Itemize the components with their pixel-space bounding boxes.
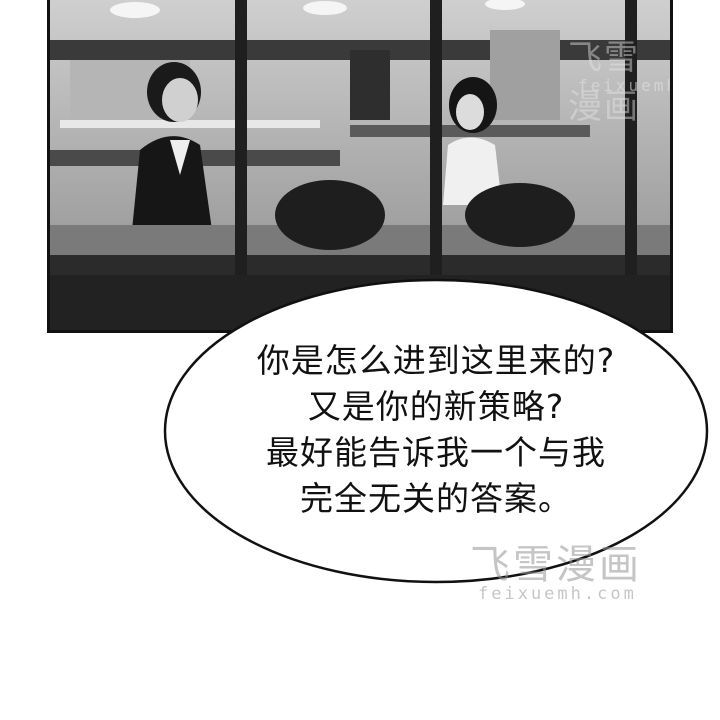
comic-panel-photo: 飞雪漫画 feixuemh.com [47, 0, 673, 333]
speech-line: 完全无关的答案。 [300, 479, 572, 518]
store-scene-image [50, 0, 670, 330]
speech-line: 你是怎么进到这里来的? [256, 341, 616, 380]
watermark-url-top: feixuemh.com [578, 76, 670, 95]
watermark-url-bottom: feixuemh.com [478, 584, 637, 604]
speech-bubble [163, 278, 709, 584]
watermark-title-bottom: 飞雪漫画 [470, 542, 642, 588]
speech-bubble-text: 你是怎么进到这里来的? 又是你的新策略? 最好能告诉我一个与我 完全无关的答案。 [162, 338, 710, 522]
speech-line: 又是你的新策略? [307, 387, 565, 426]
watermark-title-top: 飞雪漫画 [568, 38, 640, 127]
speech-line: 最好能告诉我一个与我 [266, 433, 606, 472]
